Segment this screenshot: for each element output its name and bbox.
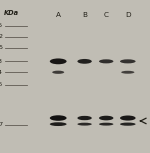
Ellipse shape — [77, 116, 92, 120]
Ellipse shape — [99, 116, 113, 120]
Ellipse shape — [77, 123, 92, 126]
Text: 95: 95 — [0, 23, 3, 28]
Ellipse shape — [99, 123, 113, 126]
Text: C: C — [104, 12, 109, 18]
Text: 43: 43 — [0, 59, 3, 64]
Ellipse shape — [99, 59, 113, 63]
Text: A: A — [56, 12, 61, 18]
Ellipse shape — [120, 59, 136, 63]
Ellipse shape — [50, 115, 67, 121]
Text: 26: 26 — [0, 82, 3, 87]
Text: 34: 34 — [0, 70, 3, 75]
Ellipse shape — [77, 59, 92, 64]
Text: B: B — [82, 12, 87, 18]
Text: KDa: KDa — [4, 10, 19, 17]
Ellipse shape — [50, 122, 67, 126]
Text: 55: 55 — [0, 45, 3, 50]
Text: 17: 17 — [0, 122, 3, 127]
Text: 72: 72 — [0, 34, 3, 39]
Ellipse shape — [120, 123, 136, 126]
Ellipse shape — [121, 71, 134, 74]
Text: D: D — [125, 12, 131, 18]
Ellipse shape — [120, 116, 136, 121]
Ellipse shape — [52, 71, 64, 74]
Ellipse shape — [50, 58, 67, 64]
